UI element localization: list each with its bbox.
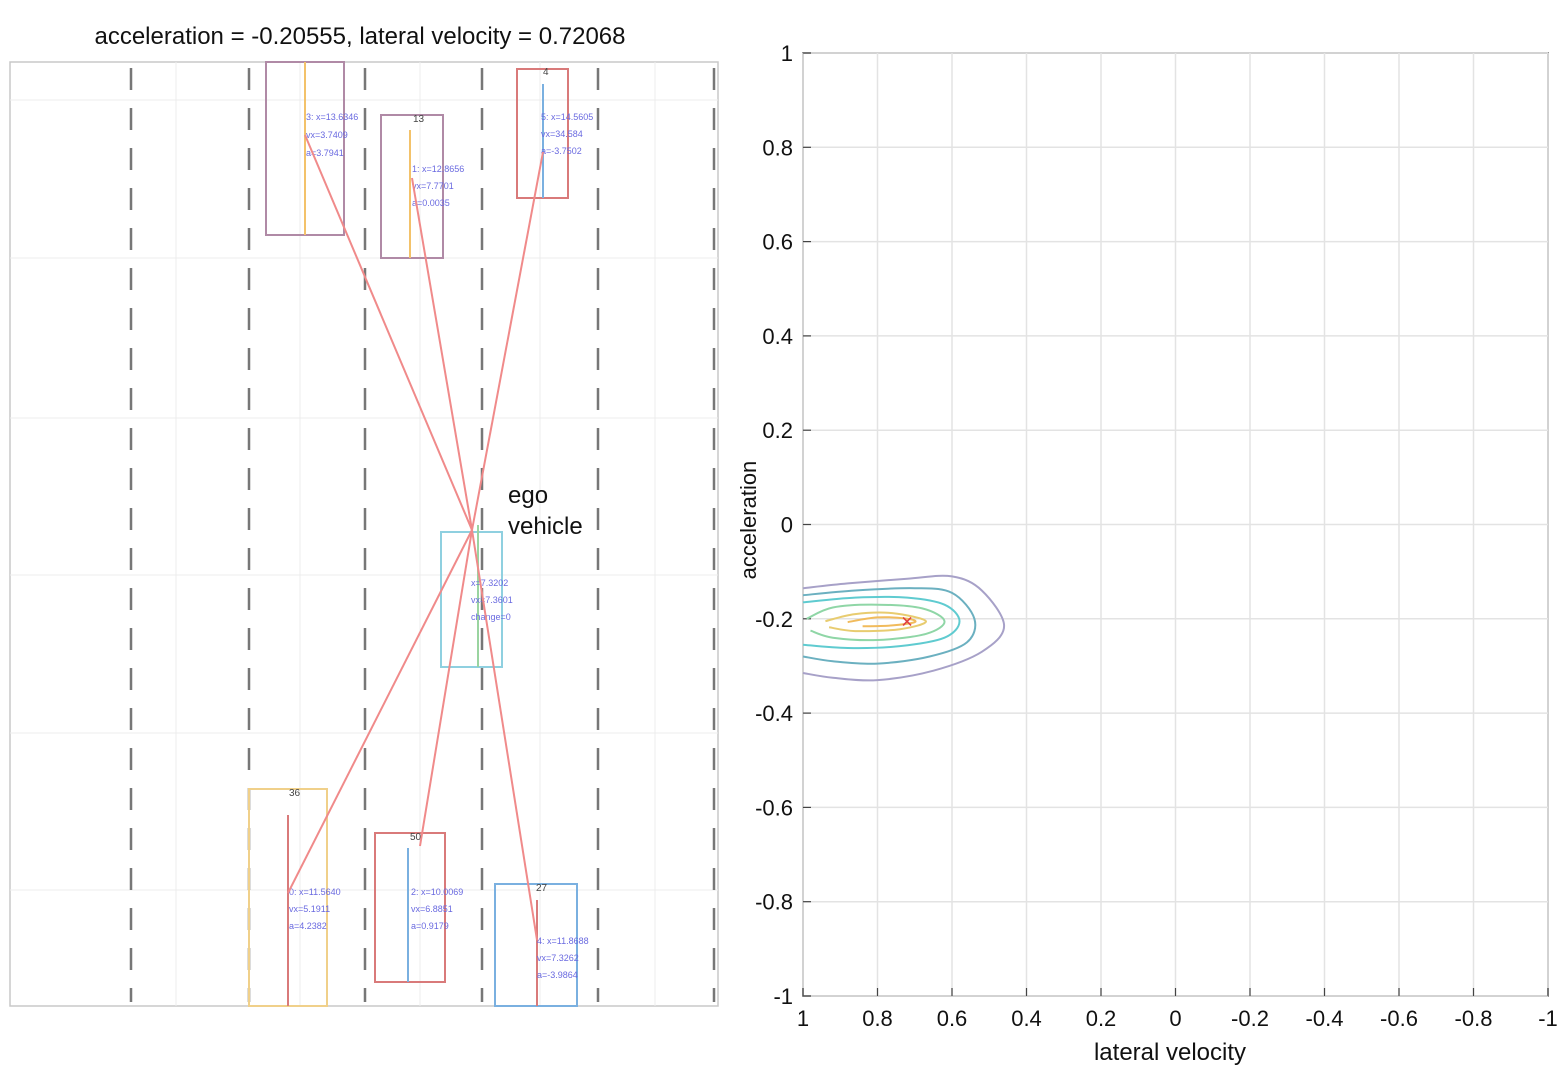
traffic-scene-panel: acceleration = -0.20555, lateral velocit… [9, 23, 719, 1007]
vehicle-info-36-line2: vx=5.1911 [289, 904, 330, 914]
x-tick-label: 1 [797, 1006, 809, 1031]
vehicle-info-4-line1: 5: x=14.5605 [541, 112, 593, 122]
ego-label-line2: vehicle [508, 513, 583, 540]
y-tick-label: 0.4 [762, 324, 793, 349]
vehicle-info-50-line3: a=0.9179 [411, 921, 449, 931]
x-tick-label: 0 [1169, 1006, 1181, 1031]
x-tick-label: -0.8 [1455, 1006, 1493, 1031]
x-tick-label: 0.2 [1086, 1006, 1117, 1031]
vehicle-3: 3: x=13.6346 vx=3.7409 a=3.7941 [265, 61, 358, 236]
vehicle-id-4: 4 [543, 67, 549, 78]
contour-level-2 [802, 587, 977, 665]
x-tick-label: -0.6 [1380, 1006, 1418, 1031]
vehicle-4: 4 5: x=14.5605 vx=34.584 a=-3.7502 [516, 67, 593, 199]
peak-marker-stroke-2 [902, 616, 912, 626]
chart-grid [802, 52, 1549, 997]
vehicle-info-27-line2: vx=7.3262 [537, 953, 579, 963]
x-axis-ticks: 1 0.8 0.6 0.4 0.2 0 -0.2 -0.4 -0.6 -0.8 -1 [797, 988, 1558, 1031]
y-tick-label: -1 [773, 984, 793, 1009]
y-tick-label: 1 [781, 41, 793, 66]
y-tick-label: -0.8 [755, 890, 793, 915]
vehicle-info-3-line2: vx=3.7409 [306, 130, 348, 140]
y-axis-ticks: 1 0.8 0.6 0.4 0.2 0 -0.2 -0.4 -0.6 -0.8 -1 [755, 41, 811, 1009]
contour-level-6 [847, 616, 917, 628]
ego-label-line1: ego [508, 482, 548, 509]
link-vehicle-50 [419, 529, 473, 847]
vehicle-id-36: 36 [289, 788, 301, 799]
vehicle-info-27-line1: 4: x=11.8688 [537, 936, 589, 946]
vehicle-info-3-line3: a=3.7941 [306, 148, 344, 158]
vehicle-info-4-line2: vx=34.584 [541, 129, 583, 139]
x-tick-label: 0.4 [1011, 1006, 1042, 1031]
x-tick-label: -0.2 [1231, 1006, 1269, 1031]
ego-connections [287, 134, 544, 941]
x-tick-label: -0.4 [1306, 1006, 1344, 1031]
y-tick-label: -0.2 [755, 607, 793, 632]
contour-level-3 [802, 595, 961, 650]
vehicle-info-50-line2: vx=6.8851 [411, 904, 453, 914]
y-tick-label: -0.6 [755, 795, 793, 820]
scene-title: acceleration = -0.20555, lateral velocit… [94, 23, 625, 50]
link-vehicle-3 [304, 134, 473, 531]
x-tick-label: -1 [1538, 1006, 1558, 1031]
link-vehicle-4 [471, 151, 544, 531]
vehicle-50: 50 2: x=10.0069 vx=6.8851 a=0.9179 [374, 832, 463, 983]
ego-info-line1: x=7.3202 [471, 578, 508, 588]
scene-grid [10, 62, 718, 1006]
y-tick-label: 0 [781, 513, 793, 538]
y-tick-label: 0.6 [762, 230, 793, 255]
vehicle-27: 27 4: x=11.8688 vx=7.3262 a=-3.9864 [494, 883, 589, 1007]
link-vehicle-27 [471, 529, 538, 941]
ego-info-line3: change=0 [471, 612, 511, 622]
vehicle-13: 13 1: x=12.8656 vx=7.7701 a=0.0035 [380, 114, 464, 259]
vehicle-info-27-line3: a=-3.9864 [537, 970, 578, 980]
vehicle-info-50-line1: 2: x=10.0069 [411, 887, 463, 897]
vehicle-info-36-line1: 0: x=11.5640 [289, 887, 341, 897]
contour-level-5 [825, 611, 927, 633]
vehicle-info-4-line3: a=-3.7502 [541, 146, 582, 156]
link-vehicle-13 [411, 177, 473, 531]
vehicle-info-3-line1: 3: x=13.6346 [306, 112, 358, 122]
ego-info-line2: vx=7.3601 [471, 595, 513, 605]
vehicle-36: 36 0: x=11.5640 vx=5.1911 a=4.2382 [248, 788, 341, 1007]
vehicle-id-50: 50 [410, 832, 422, 843]
y-tick-label: 0.2 [762, 418, 793, 443]
contour-lines [802, 574, 1006, 682]
x-axis-label: lateral velocity [1094, 1039, 1246, 1066]
contour-level-4 [806, 603, 946, 642]
y-tick-label: 0.8 [762, 135, 793, 160]
peak-marker [902, 616, 912, 626]
link-vehicle-36 [287, 529, 473, 894]
vehicle-id-13: 13 [413, 114, 425, 125]
x-tick-label: 0.8 [862, 1006, 893, 1031]
x-tick-label: 0.6 [937, 1006, 968, 1031]
vehicle-info-13-line2: vx=7.7701 [412, 181, 454, 191]
y-axis-label: acceleration [736, 461, 761, 580]
contour-chart: 1 0.8 0.6 0.4 0.2 0 -0.2 -0.4 -0.6 -0.8 -1 1 0.8 0.6… [736, 41, 1558, 1066]
contour-level-1 [802, 574, 1006, 682]
vehicle-info-13-line1: 1: x=12.8656 [412, 164, 464, 174]
vehicle-info-36-line3: a=4.2382 [289, 921, 327, 931]
vehicle-id-27: 27 [536, 883, 548, 894]
vehicle-info-13-line3: a=0.0035 [412, 198, 450, 208]
y-tick-label: -0.4 [755, 701, 793, 726]
